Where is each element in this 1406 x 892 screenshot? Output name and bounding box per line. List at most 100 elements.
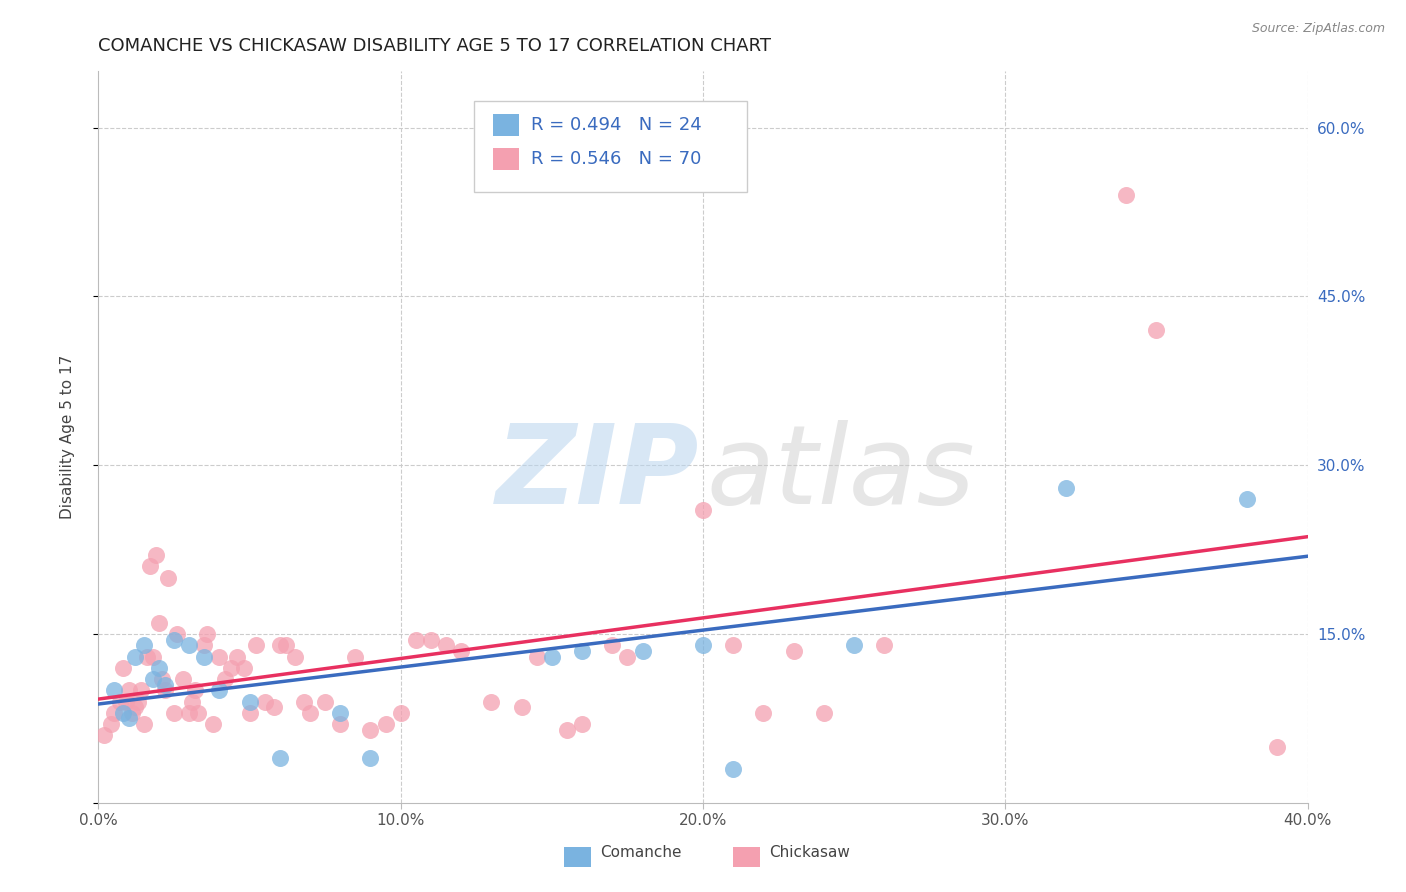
- Point: [111, 661, 134, 675]
- Point: [156, 571, 179, 585]
- Point: [292, 694, 315, 708]
- Point: [873, 638, 896, 652]
- Bar: [492, 114, 519, 136]
- Text: ZIP: ZIP: [496, 420, 699, 527]
- Point: [221, 661, 243, 675]
- Point: [148, 661, 170, 675]
- Point: [208, 683, 231, 698]
- Point: [142, 649, 165, 664]
- Point: [153, 678, 176, 692]
- Text: Chickasaw: Chickasaw: [769, 845, 851, 860]
- Point: [118, 711, 141, 725]
- Point: [510, 700, 533, 714]
- Point: [571, 644, 593, 658]
- Point: [631, 644, 654, 658]
- Point: [329, 706, 352, 720]
- Point: [253, 694, 276, 708]
- Point: [284, 649, 307, 664]
- Point: [166, 627, 188, 641]
- Point: [232, 661, 254, 675]
- Text: COMANCHE VS CHICKASAW DISABILITY AGE 5 TO 17 CORRELATION CHART: COMANCHE VS CHICKASAW DISABILITY AGE 5 T…: [98, 37, 772, 54]
- Point: [129, 683, 152, 698]
- Text: Source: ZipAtlas.com: Source: ZipAtlas.com: [1251, 22, 1385, 36]
- Point: [124, 649, 146, 664]
- Point: [193, 649, 215, 664]
- Point: [752, 706, 775, 720]
- Point: [555, 723, 578, 737]
- Point: [103, 683, 125, 698]
- Text: R = 0.494   N = 24: R = 0.494 N = 24: [531, 116, 702, 134]
- Point: [389, 706, 412, 720]
- Point: [145, 548, 167, 562]
- Point: [179, 706, 201, 720]
- Point: [114, 694, 136, 708]
- Point: [540, 649, 562, 664]
- Point: [184, 683, 207, 698]
- Point: [108, 694, 131, 708]
- Point: [132, 717, 155, 731]
- Point: [813, 706, 835, 720]
- Point: [118, 683, 141, 698]
- Point: [723, 762, 745, 776]
- Point: [124, 700, 146, 714]
- Point: [692, 503, 714, 517]
- Point: [208, 649, 231, 664]
- Point: [239, 694, 262, 708]
- Text: Comanche: Comanche: [600, 845, 682, 860]
- Bar: [734, 847, 759, 867]
- Point: [181, 694, 204, 708]
- Point: [187, 706, 209, 720]
- Point: [245, 638, 267, 652]
- Point: [179, 638, 201, 652]
- Bar: [564, 847, 591, 867]
- Point: [360, 751, 382, 765]
- Point: [481, 694, 503, 708]
- Point: [783, 644, 806, 658]
- Point: [299, 706, 322, 720]
- Point: [374, 717, 396, 731]
- Point: [360, 723, 382, 737]
- Point: [148, 615, 170, 630]
- Point: [420, 632, 443, 647]
- Point: [274, 638, 297, 652]
- Point: [163, 706, 186, 720]
- FancyBboxPatch shape: [474, 101, 747, 192]
- Point: [214, 672, 236, 686]
- Point: [1236, 491, 1258, 506]
- Point: [571, 717, 593, 731]
- Bar: [492, 148, 519, 170]
- Point: [195, 627, 218, 641]
- Point: [344, 649, 367, 664]
- Point: [239, 706, 262, 720]
- Point: [202, 717, 225, 731]
- Point: [269, 638, 291, 652]
- Point: [844, 638, 866, 652]
- Point: [132, 638, 155, 652]
- Point: [193, 638, 215, 652]
- Point: [100, 717, 122, 731]
- Point: [139, 559, 162, 574]
- Point: [616, 649, 638, 664]
- Point: [723, 638, 745, 652]
- Point: [226, 649, 249, 664]
- Point: [142, 672, 165, 686]
- Point: [103, 706, 125, 720]
- Point: [121, 706, 143, 720]
- Point: [602, 638, 624, 652]
- Point: [329, 717, 352, 731]
- Point: [1144, 323, 1167, 337]
- Point: [405, 632, 427, 647]
- Point: [111, 706, 134, 720]
- Point: [263, 700, 285, 714]
- Point: [127, 694, 149, 708]
- Point: [153, 683, 176, 698]
- Point: [135, 649, 157, 664]
- Point: [93, 728, 115, 742]
- Point: [434, 638, 457, 652]
- Point: [1115, 188, 1137, 202]
- Y-axis label: Disability Age 5 to 17: Disability Age 5 to 17: [60, 355, 75, 519]
- Point: [450, 644, 472, 658]
- Point: [150, 672, 173, 686]
- Point: [526, 649, 548, 664]
- Point: [314, 694, 336, 708]
